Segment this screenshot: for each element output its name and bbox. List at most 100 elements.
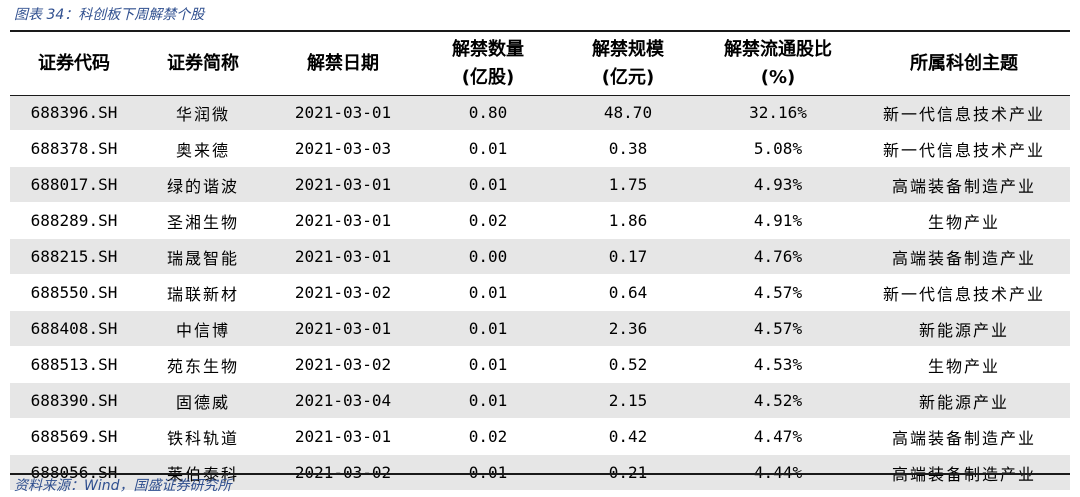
cell-name: 瑞晟智能 (138, 238, 268, 275)
header-unlock-quantity: 解禁数量 (亿股) (452, 38, 524, 88)
cell-name: 苑东生物 (138, 346, 268, 383)
cell-date: 2021-03-03 (268, 130, 418, 167)
cell-code: 688378.SH (10, 130, 138, 167)
cell-ratio: 5.08% (698, 130, 858, 167)
cell-value: 0.42 (558, 418, 698, 455)
cell-quantity: 0.02 (418, 202, 558, 239)
data-source-note: 资料来源：Wind，国盛证券研究所 (14, 478, 232, 494)
header-unlock-value: 解禁规模 (亿元) (592, 38, 664, 88)
cell-value: 0.17 (558, 238, 698, 275)
header-sci-tech-theme: 所属科创主题 (910, 52, 1018, 74)
cell-value: 1.86 (558, 202, 698, 239)
cell-name: 铁科轨道 (138, 418, 268, 455)
table-row: 688550.SH 瑞联新材 2021-03-02 0.01 0.64 4.57% 新一代信… (10, 274, 1070, 311)
table-bottom-rule (10, 473, 1070, 475)
cell-ratio: 4.93% (698, 166, 858, 203)
cell-name: 圣湘生物 (138, 202, 268, 239)
table-row: 688056.SH 莱伯泰科 2021-03-02 0.01 0.21 4.44% 高端装备… (10, 454, 1070, 491)
cell-date: 2021-03-01 (268, 95, 418, 131)
cell-value: 2.15 (558, 382, 698, 419)
cell-name: 华润微 (138, 95, 268, 131)
cell-code: 688569.SH (10, 418, 138, 455)
cell-theme: 生物产业 (858, 202, 1070, 239)
cell-value: 1.75 (558, 166, 698, 203)
table-row: 688378.SH 奥来德 2021-03-03 0.01 0.38 5.08% 新一代信息… (10, 130, 1070, 167)
cell-name: 中信博 (138, 310, 268, 347)
cell-name: 瑞联新材 (138, 274, 268, 311)
table-row: 688396.SH 华润微 2021-03-01 0.80 48.70 32.16% 新一代… (10, 95, 1070, 131)
cell-date: 2021-03-01 (268, 310, 418, 347)
cell-quantity: 0.01 (418, 382, 558, 419)
cell-theme: 高端装备制造产业 (858, 166, 1070, 203)
table-row: 688569.SH 铁科轨道 2021-03-01 0.02 0.42 4.47% 高端装备… (10, 418, 1070, 455)
cell-value: 0.38 (558, 130, 698, 167)
cell-name: 绿的谐波 (138, 166, 268, 203)
cell-code: 688408.SH (10, 310, 138, 347)
cell-ratio: 4.91% (698, 202, 858, 239)
cell-value: 48.70 (558, 95, 698, 131)
cell-value: 0.21 (558, 454, 698, 491)
cell-date: 2021-03-04 (268, 382, 418, 419)
cell-date: 2021-03-02 (268, 346, 418, 383)
cell-date: 2021-03-01 (268, 166, 418, 203)
table-header-row: 证券代码 证券简称 解禁日期 解禁数量 (亿股) 解禁规模 (亿元) 解禁流通股比(… (10, 32, 1070, 95)
cell-theme: 新能源产业 (858, 382, 1070, 419)
cell-theme: 新一代信息技术产业 (858, 130, 1070, 167)
header-security-code: 证券代码 (38, 52, 110, 74)
cell-code: 688017.SH (10, 166, 138, 203)
cell-theme: 新一代信息技术产业 (858, 95, 1070, 131)
cell-value: 0.52 (558, 346, 698, 383)
cell-name: 莱伯泰科 (138, 454, 268, 491)
table-row: 688408.SH 中信博 2021-03-01 0.01 2.36 4.57% 新能源产业 (10, 310, 1070, 347)
cell-name: 固德威 (138, 382, 268, 419)
cell-quantity: 0.01 (418, 130, 558, 167)
header-divider-rule (10, 95, 1070, 96)
cell-code: 688550.SH (10, 274, 138, 311)
cell-quantity: 0.80 (418, 95, 558, 131)
cell-theme: 高端装备制造产业 (858, 418, 1070, 455)
cell-theme: 高端装备制造产业 (858, 454, 1070, 491)
cell-date: 2021-03-01 (268, 202, 418, 239)
cell-ratio: 4.57% (698, 310, 858, 347)
cell-date: 2021-03-01 (268, 418, 418, 455)
header-unlock-float-ratio: 解禁流通股比 (%) (724, 38, 832, 88)
cell-value: 0.64 (558, 274, 698, 311)
cell-value: 2.36 (558, 310, 698, 347)
table-row: 688513.SH 苑东生物 2021-03-02 0.01 0.52 4.53% 生物产业 (10, 346, 1070, 383)
cell-theme: 新一代信息技术产业 (858, 274, 1070, 311)
cell-name: 奥来德 (138, 130, 268, 167)
cell-ratio: 4.44% (698, 454, 858, 491)
cell-code: 688390.SH (10, 382, 138, 419)
cell-quantity: 0.01 (418, 310, 558, 347)
cell-quantity: 0.01 (418, 166, 558, 203)
cell-quantity: 0.01 (418, 346, 558, 383)
header-security-name: 证券简称 (167, 52, 239, 74)
table-row: 688017.SH 绿的谐波 2021-03-01 0.01 1.75 4.93% 高端装备… (10, 166, 1070, 203)
figure-caption: 图表 34：科创板下周解禁个股 (14, 7, 205, 23)
cell-ratio: 4.57% (698, 274, 858, 311)
cell-theme: 生物产业 (858, 346, 1070, 383)
cell-code: 688056.SH (10, 454, 138, 491)
cell-date: 2021-03-02 (268, 274, 418, 311)
cell-quantity: 0.00 (418, 238, 558, 275)
cell-code: 688513.SH (10, 346, 138, 383)
cell-ratio: 4.76% (698, 238, 858, 275)
cell-date: 2021-03-01 (268, 238, 418, 275)
cell-ratio: 32.16% (698, 95, 858, 131)
header-unlock-date: 解禁日期 (307, 52, 379, 74)
cell-quantity: 0.01 (418, 274, 558, 311)
cell-date: 2021-03-02 (268, 454, 418, 491)
cell-code: 688289.SH (10, 202, 138, 239)
cell-quantity: 0.01 (418, 454, 558, 491)
cell-code: 688396.SH (10, 95, 138, 131)
cell-quantity: 0.02 (418, 418, 558, 455)
cell-ratio: 4.47% (698, 418, 858, 455)
table-row: 688215.SH 瑞晟智能 2021-03-01 0.00 0.17 4.76% 高端装备… (10, 238, 1070, 275)
cell-code: 688215.SH (10, 238, 138, 275)
table-top-rule (10, 30, 1070, 32)
cell-ratio: 4.52% (698, 382, 858, 419)
table-row: 688390.SH 固德威 2021-03-04 0.01 2.15 4.52% 新能源产业 (10, 382, 1070, 419)
table-row: 688289.SH 圣湘生物 2021-03-01 0.02 1.86 4.91% 生物产业 (10, 202, 1070, 239)
cell-theme: 新能源产业 (858, 310, 1070, 347)
unlock-stocks-table: 证券代码 证券简称 解禁日期 解禁数量 (亿股) 解禁规模 (亿元) 解禁流通股比(… (10, 32, 1070, 491)
